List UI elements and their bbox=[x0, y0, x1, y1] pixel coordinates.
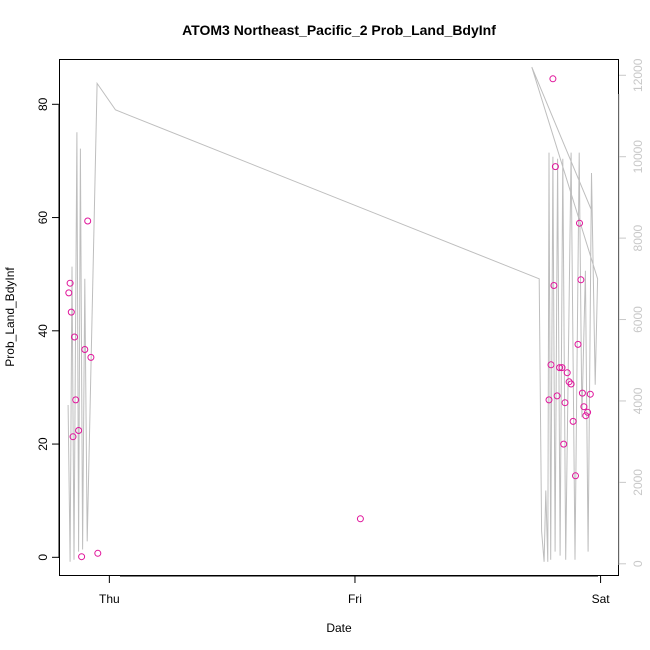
data-point bbox=[586, 390, 594, 398]
data-point bbox=[578, 389, 586, 397]
data-point bbox=[547, 361, 555, 369]
data-point bbox=[567, 380, 575, 388]
data-point bbox=[560, 440, 568, 448]
x-tick-label: Thu bbox=[99, 592, 120, 606]
y2-tick-label: 8000 bbox=[631, 224, 645, 251]
data-point bbox=[576, 219, 583, 227]
y2-tick-label: 2000 bbox=[631, 469, 645, 496]
data-point bbox=[582, 412, 590, 420]
data-point bbox=[572, 472, 579, 480]
data-point bbox=[78, 553, 86, 561]
data-point bbox=[356, 515, 364, 523]
chart-title: ATOM3 Northeast_Pacific_2 Prob_Land_BdyI… bbox=[182, 22, 496, 38]
data-point bbox=[556, 364, 564, 372]
data-point bbox=[551, 163, 559, 171]
data-point bbox=[558, 364, 566, 372]
data-point bbox=[580, 403, 588, 411]
data-point bbox=[584, 408, 592, 416]
data-point bbox=[577, 276, 585, 284]
data-point bbox=[67, 308, 75, 316]
y-tick-label: 20 bbox=[36, 437, 50, 451]
x-axis-label: Date bbox=[326, 621, 352, 635]
y2-tick-label: 10000 bbox=[631, 140, 645, 174]
y-tick-label: 80 bbox=[36, 97, 50, 111]
y-tick-label: 60 bbox=[36, 211, 50, 225]
data-point bbox=[553, 392, 561, 400]
data-point bbox=[66, 279, 74, 287]
data-point bbox=[87, 353, 95, 361]
data-point bbox=[75, 427, 83, 434]
y-axis-label: Prob_Land_BdyInf bbox=[3, 267, 17, 367]
data-point bbox=[71, 333, 78, 341]
data-point bbox=[65, 289, 73, 297]
gray-line-series bbox=[67, 66, 599, 562]
y-tick-label: 40 bbox=[36, 324, 50, 338]
x-tick-label: Sat bbox=[592, 592, 611, 606]
plot-frame bbox=[59, 59, 619, 576]
y-axis-right: 0 2000 4000 6000 8000 10000 12000 bbox=[618, 58, 645, 567]
data-point bbox=[549, 75, 557, 83]
data-point bbox=[561, 399, 569, 407]
data-point bbox=[574, 340, 582, 348]
y2-tick-label: 12000 bbox=[631, 58, 645, 92]
series-line bbox=[67, 66, 599, 562]
data-point bbox=[545, 396, 553, 404]
y2-tick-label: 4000 bbox=[631, 387, 645, 414]
data-point bbox=[72, 396, 80, 404]
data-point bbox=[550, 282, 558, 289]
y-axis-left: 0 20 40 60 80 bbox=[36, 97, 60, 561]
data-point bbox=[69, 433, 77, 441]
data-point bbox=[565, 378, 573, 386]
y2-tick-label: 6000 bbox=[631, 306, 645, 333]
data-point bbox=[94, 549, 102, 557]
y2-tick-label: 0 bbox=[631, 560, 645, 567]
data-point bbox=[569, 417, 577, 425]
x-axis: Thu Fri Sat bbox=[99, 575, 611, 606]
data-point bbox=[84, 217, 92, 225]
data-point bbox=[81, 346, 89, 353]
y-tick-label: 0 bbox=[36, 554, 50, 561]
x-tick-label: Fri bbox=[348, 592, 362, 606]
scatter-points bbox=[65, 75, 594, 561]
data-point bbox=[563, 369, 571, 377]
